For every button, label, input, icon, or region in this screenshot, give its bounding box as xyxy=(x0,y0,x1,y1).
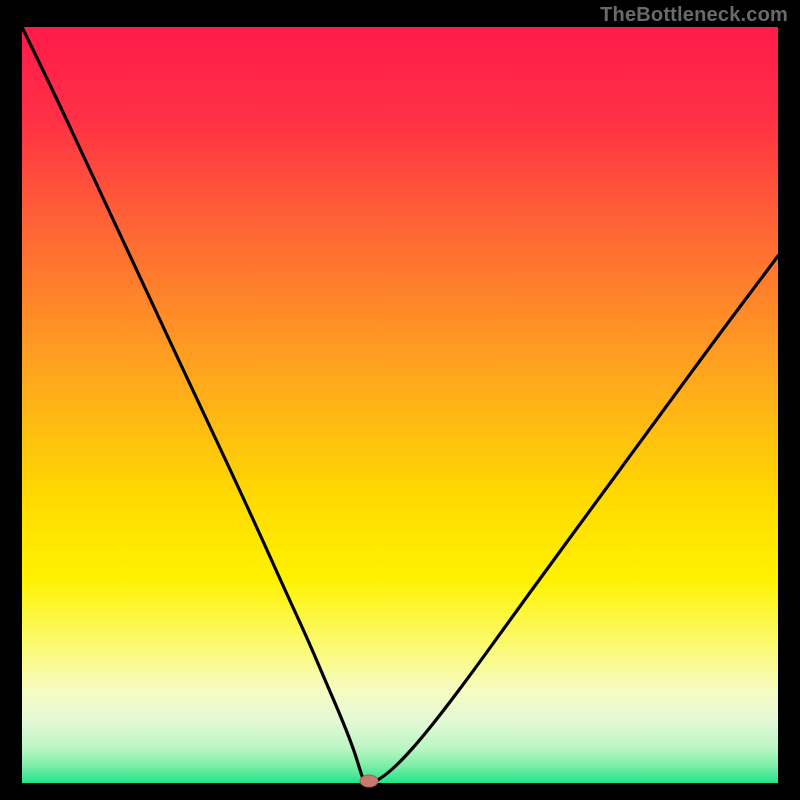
optimal-point-marker xyxy=(360,775,378,787)
chart-container: { "watermark": { "text": "TheBottleneck.… xyxy=(0,0,800,800)
bottleneck-curve-chart xyxy=(0,0,800,800)
watermark-text: TheBottleneck.com xyxy=(600,4,788,27)
plot-background xyxy=(22,27,778,783)
